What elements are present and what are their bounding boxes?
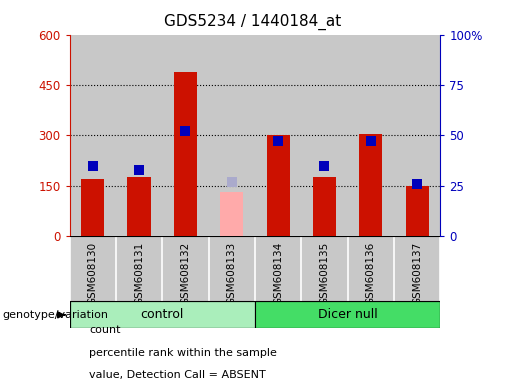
Point bbox=[181, 128, 190, 134]
Text: GSM608136: GSM608136 bbox=[366, 242, 376, 305]
Bar bbox=[267, 136, 289, 236]
Text: GSM608135: GSM608135 bbox=[319, 242, 330, 305]
Text: count: count bbox=[89, 325, 121, 335]
Bar bbox=[359, 134, 382, 236]
Bar bbox=[128, 177, 150, 236]
Bar bbox=[313, 177, 336, 236]
Point bbox=[228, 179, 236, 185]
Text: value, Detection Call = ABSENT: value, Detection Call = ABSENT bbox=[89, 370, 266, 380]
Point bbox=[274, 138, 282, 144]
Text: GSM608133: GSM608133 bbox=[227, 242, 237, 305]
Point bbox=[320, 162, 329, 169]
Bar bbox=[255, 301, 440, 328]
Text: genotype/variation: genotype/variation bbox=[3, 310, 109, 320]
Bar bbox=[174, 71, 197, 236]
Text: GSM608130: GSM608130 bbox=[88, 242, 98, 305]
Bar bbox=[220, 192, 243, 236]
Point bbox=[367, 138, 375, 144]
Point bbox=[413, 181, 421, 187]
Text: GSM608137: GSM608137 bbox=[412, 242, 422, 305]
Bar bbox=[81, 179, 104, 236]
Text: Dicer null: Dicer null bbox=[318, 308, 377, 321]
Text: GSM608132: GSM608132 bbox=[180, 242, 191, 305]
Text: GSM608131: GSM608131 bbox=[134, 242, 144, 305]
Bar bbox=[405, 186, 428, 236]
Text: control: control bbox=[141, 308, 184, 321]
Point bbox=[135, 167, 143, 173]
Text: GSM608134: GSM608134 bbox=[273, 242, 283, 305]
Point bbox=[89, 162, 97, 169]
Text: GDS5234 / 1440184_at: GDS5234 / 1440184_at bbox=[164, 13, 341, 30]
Text: percentile rank within the sample: percentile rank within the sample bbox=[89, 348, 277, 358]
Bar bbox=[70, 301, 255, 328]
